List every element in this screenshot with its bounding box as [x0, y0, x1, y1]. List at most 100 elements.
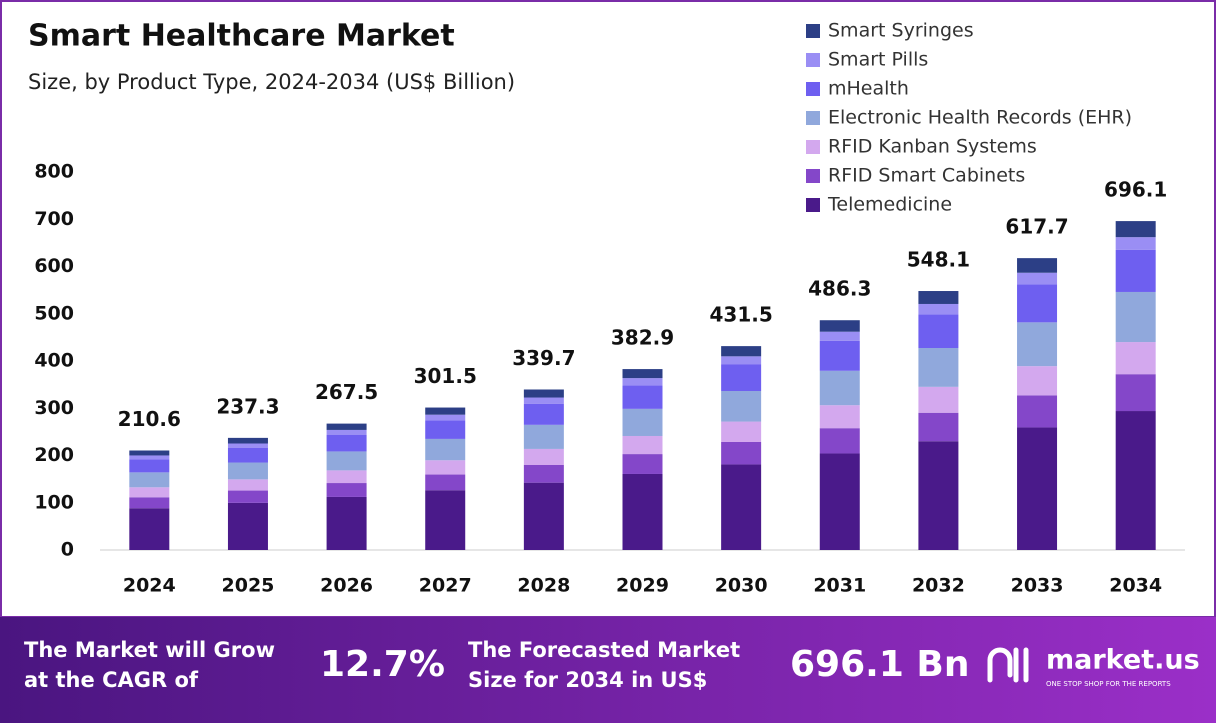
footer-text: The Forecasted Market [468, 638, 740, 662]
bar-segment [129, 450, 170, 456]
bar-segment [425, 460, 466, 475]
total-label: 696.1 [1104, 178, 1167, 202]
bar-segment [523, 397, 564, 404]
bar-segment [425, 474, 466, 491]
bar-segment [721, 391, 762, 422]
bar-segment [326, 434, 367, 452]
bar-segment [1115, 291, 1156, 343]
bar-segment [129, 472, 170, 488]
bar-segment [819, 331, 860, 341]
legend-swatch [806, 53, 820, 67]
total-label: 267.5 [315, 380, 378, 404]
bar-segment [129, 487, 170, 498]
y-tick-label: 600 [34, 255, 74, 277]
bar-segment [227, 490, 268, 503]
bar-segment [326, 423, 367, 430]
total-label: 486.3 [808, 277, 871, 301]
bar-segment [326, 429, 367, 435]
total-label: 548.1 [907, 248, 970, 272]
bar-segment [918, 348, 959, 387]
bar-segment [523, 389, 564, 398]
y-tick-label: 700 [34, 208, 74, 230]
bar-segment [1115, 342, 1156, 375]
bar-segment [918, 412, 959, 442]
legend-swatch [806, 82, 820, 96]
legend-swatch [806, 198, 820, 212]
bar-segment [622, 378, 663, 386]
bar-segment [523, 403, 564, 425]
x-tick-label: 2029 [616, 575, 669, 597]
bar-segment [1017, 284, 1058, 323]
bar-segment [227, 443, 268, 448]
bar-segment [819, 405, 860, 429]
bar-segment [819, 320, 860, 332]
brand-name: market.us [1046, 645, 1200, 676]
total-label: 339.7 [512, 346, 575, 370]
bar-segment [425, 414, 466, 421]
y-tick-label: 0 [61, 539, 74, 561]
footer-text: The Market will Grow [24, 638, 275, 662]
total-label: 301.5 [414, 364, 477, 388]
y-tick-label: 100 [34, 491, 74, 513]
bar-segment [326, 451, 367, 471]
x-tick-label: 2024 [123, 575, 176, 597]
bar-segment [425, 438, 466, 461]
total-label: 210.6 [118, 407, 181, 431]
bar-segment [918, 291, 959, 304]
bar-segment [227, 462, 268, 480]
x-tick-label: 2027 [419, 575, 472, 597]
bar-segment [622, 454, 663, 474]
bar-segment [1115, 374, 1156, 412]
bar-segment [129, 459, 170, 473]
legend-label: Smart Syringes [828, 20, 974, 42]
bar-segment [523, 482, 564, 550]
frame [0, 0, 1216, 618]
bar-segment [622, 408, 663, 436]
footer-text: at the CAGR of [24, 668, 199, 692]
bar-segment [918, 314, 959, 349]
bar-segment [523, 424, 564, 449]
y-tick-label: 300 [34, 397, 74, 419]
footer-band [0, 617, 1216, 723]
bar-segment [1017, 258, 1058, 273]
bar-segment [227, 437, 268, 444]
bar-segment [1017, 322, 1058, 367]
x-tick-label: 2034 [1109, 575, 1162, 597]
total-label: 382.9 [611, 326, 674, 350]
bar-segment [1115, 237, 1156, 250]
brand-logo [987, 647, 1029, 683]
legend-label: RFID Smart Cabinets [828, 165, 1025, 187]
bar-segment [129, 508, 170, 550]
y-tick-label: 200 [34, 444, 74, 466]
total-label: 617.7 [1005, 215, 1068, 239]
x-tick-label: 2033 [1011, 575, 1064, 597]
legend-label: mHealth [828, 78, 909, 100]
bar-segment [918, 386, 959, 413]
x-tick-label: 2031 [813, 575, 866, 597]
legend-swatch [806, 24, 820, 38]
bar-segment [1017, 395, 1058, 428]
bar-segment [1017, 272, 1058, 285]
legend-label: Electronic Health Records (EHR) [828, 107, 1132, 129]
bar-segment [425, 420, 466, 439]
chart-title: Smart Healthcare Market [28, 19, 455, 54]
legend-label: Smart Pills [828, 49, 928, 71]
legend-swatch [806, 111, 820, 125]
legend-label: Telemedicine [827, 194, 952, 216]
bar-segment [721, 356, 762, 365]
legend-label: RFID Kanban Systems [828, 136, 1037, 158]
bar-segment [326, 483, 367, 497]
bar-segment [721, 364, 762, 392]
bar-segment [918, 441, 959, 550]
bar-segment [129, 455, 170, 460]
bar-segment [523, 448, 564, 465]
bar-segment [622, 369, 663, 379]
brand-tagline: ONE STOP SHOP FOR THE REPORTS [1046, 680, 1171, 688]
bar-segment [227, 502, 268, 550]
legend-swatch [806, 169, 820, 183]
bar-segment [918, 303, 959, 315]
bar-segment [1017, 427, 1058, 550]
bar-segment [1115, 249, 1156, 292]
forecast-value: 696.1 Bn [790, 644, 969, 685]
